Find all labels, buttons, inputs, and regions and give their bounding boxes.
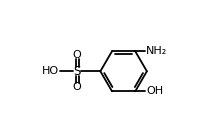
Text: O: O xyxy=(73,51,82,60)
Text: HO: HO xyxy=(42,66,59,76)
Text: OH: OH xyxy=(146,86,163,96)
Text: NH₂: NH₂ xyxy=(146,46,167,56)
Text: O: O xyxy=(73,82,82,92)
Text: S: S xyxy=(73,65,81,78)
